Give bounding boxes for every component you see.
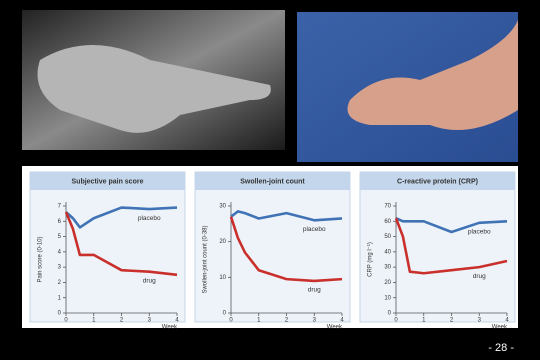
y-tick-label: 70 bbox=[384, 204, 391, 210]
y-tick-label: 10 bbox=[219, 275, 226, 281]
y-tick-label: 20 bbox=[384, 280, 391, 286]
chart-title: C-reactive protein (CRP) bbox=[397, 178, 478, 185]
y-tick-label: 30 bbox=[219, 204, 226, 210]
chart-title: Subjective pain score bbox=[72, 178, 144, 185]
y-tick-label: 60 bbox=[384, 219, 391, 225]
slide: - 28 - Subjective pain score012345670123… bbox=[0, 0, 540, 360]
y-tick-label: 20 bbox=[219, 239, 226, 245]
x-axis-label: Week bbox=[162, 325, 178, 331]
series-label: placebo bbox=[468, 229, 491, 236]
chart-title: Swollen-joint count bbox=[240, 178, 305, 185]
y-tick-label: 40 bbox=[384, 249, 391, 255]
series-label: placebo bbox=[303, 226, 326, 233]
y-tick-label: 50 bbox=[384, 234, 391, 240]
page-number: - 28 - bbox=[488, 342, 514, 354]
y-axis-label: CRP (mg l⁻¹) bbox=[368, 242, 374, 277]
y-tick-label: 30 bbox=[384, 265, 391, 271]
x-axis-label: Week bbox=[327, 325, 343, 331]
series-label: placebo bbox=[138, 215, 161, 222]
y-axis-label: Pain score (0-10) bbox=[38, 236, 44, 282]
photo-right bbox=[297, 12, 518, 162]
y-axis-label: Swollen-joint count (0-38) bbox=[203, 225, 209, 293]
series-label: drug bbox=[143, 277, 156, 284]
x-axis-label: Week bbox=[492, 325, 508, 331]
chart-panel bbox=[360, 172, 515, 322]
series-label: drug bbox=[473, 273, 486, 280]
photo-left bbox=[22, 10, 285, 150]
chart-panel bbox=[195, 172, 350, 322]
y-tick-label: 10 bbox=[384, 295, 391, 301]
series-label: drug bbox=[308, 287, 321, 294]
chart-panel bbox=[30, 172, 185, 322]
